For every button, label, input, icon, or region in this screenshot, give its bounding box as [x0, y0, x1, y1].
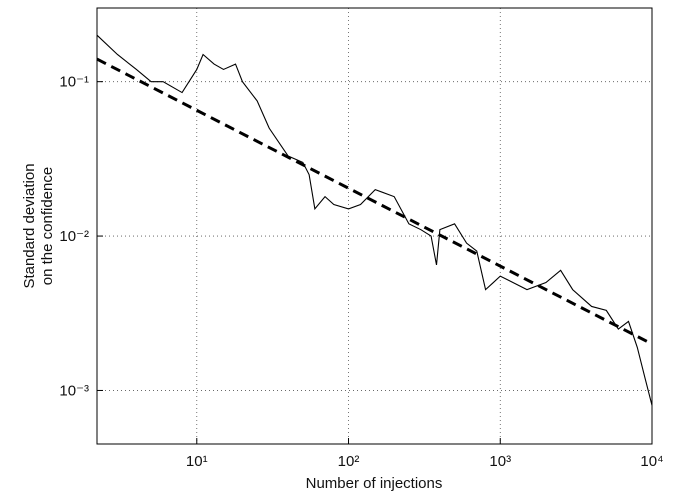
- y-tick-label: 10⁻¹: [59, 74, 89, 91]
- fit-line: [96, 57, 653, 346]
- x-tick-label: 10¹: [186, 453, 208, 470]
- y-axis-label-line: on the confidence: [39, 167, 56, 285]
- x-tick-label: 10⁴: [640, 453, 663, 470]
- x-axis-label: Number of injections: [306, 475, 443, 492]
- y-tick-label: 10⁻³: [59, 382, 89, 399]
- data-line: [96, 34, 653, 406]
- y-axis-label: Standard deviation on the confidence: [21, 163, 56, 288]
- x-tick-label: 10²: [338, 453, 360, 470]
- y-axis-label-line: Standard deviation: [21, 163, 38, 288]
- x-tick-label: 10³: [489, 453, 511, 470]
- y-tick-label: 10⁻²: [59, 228, 89, 245]
- plot-frame: [96, 7, 653, 445]
